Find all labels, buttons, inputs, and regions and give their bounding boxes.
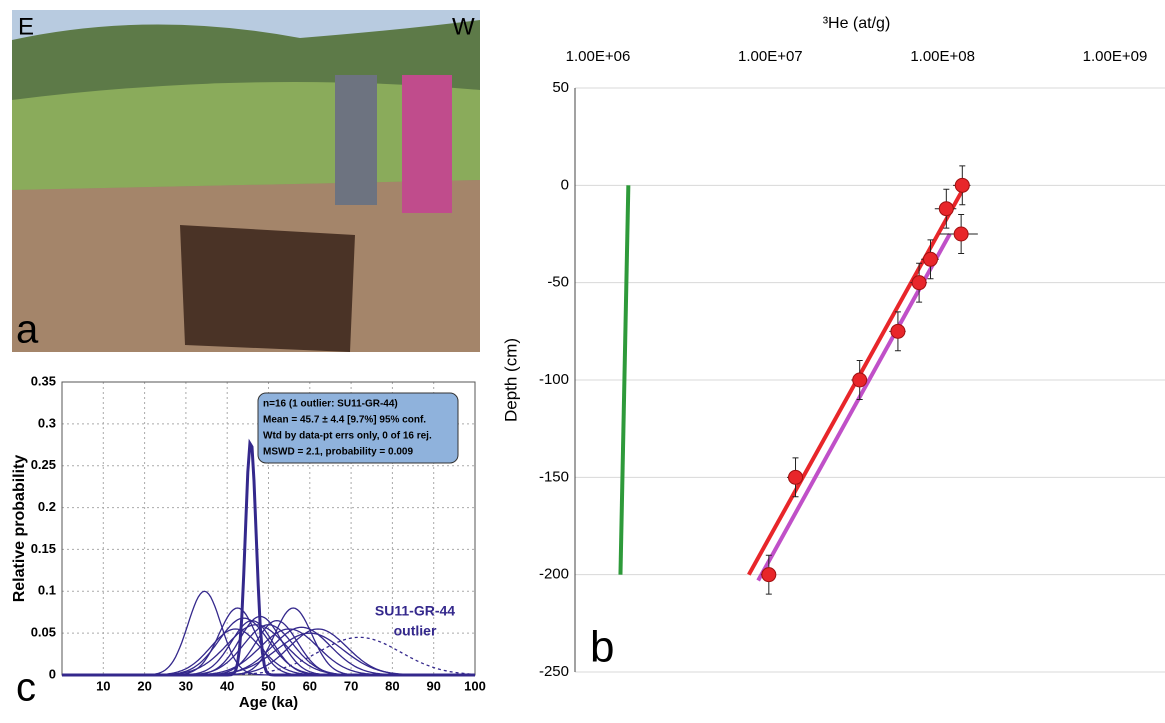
x-tick-label: 1.00E+06 bbox=[566, 48, 631, 65]
photo-person bbox=[335, 75, 377, 205]
outlier-label: SU11-GR-44 bbox=[375, 603, 455, 619]
x-tick-label: 10 bbox=[96, 678, 110, 693]
y-axis-label: Relative probability bbox=[11, 455, 28, 603]
y-axis-label: Depth (cm) bbox=[501, 338, 520, 422]
y-tick-label: -50 bbox=[547, 274, 569, 291]
x-tick-label: 30 bbox=[179, 678, 193, 693]
y-tick-label: 0 bbox=[561, 176, 569, 193]
photo-pit bbox=[180, 225, 355, 352]
y-tick-label: 0.15 bbox=[31, 541, 56, 556]
photo-person bbox=[402, 75, 452, 213]
x-tick-label: 1.00E+07 bbox=[738, 48, 803, 65]
y-tick-label: 0.3 bbox=[38, 415, 56, 430]
annotation-text: n=16 (1 outlier: SU11-GR-44) bbox=[263, 399, 398, 410]
x-axis-label: ³He (at/g) bbox=[823, 15, 891, 32]
x-tick-label: 50 bbox=[261, 678, 275, 693]
annotation-box bbox=[257, 392, 459, 464]
x-tick-label: 40 bbox=[220, 678, 234, 693]
panel-label: a bbox=[16, 308, 39, 352]
data-point bbox=[852, 372, 868, 388]
data-point bbox=[923, 251, 939, 267]
x-tick-label: 70 bbox=[344, 678, 358, 693]
x-axis-label: Age (ka) bbox=[239, 694, 298, 711]
data-point bbox=[890, 323, 906, 339]
y-tick-label: 0.2 bbox=[38, 499, 56, 514]
x-tick-label: 100 bbox=[464, 678, 486, 693]
x-tick-label: 80 bbox=[385, 678, 399, 693]
data-point bbox=[938, 201, 954, 217]
fit-line bbox=[618, 185, 631, 575]
data-point bbox=[954, 177, 970, 193]
data-point bbox=[788, 469, 804, 485]
data-point bbox=[953, 226, 969, 242]
data-point bbox=[911, 275, 927, 291]
density-curve bbox=[62, 438, 475, 677]
fit-line bbox=[756, 233, 952, 582]
y-tick-label: -150 bbox=[539, 468, 569, 485]
y-tick-label: -250 bbox=[539, 663, 569, 680]
outlier-label: outlier bbox=[394, 623, 437, 639]
y-tick-label: 0.1 bbox=[38, 583, 56, 598]
data-point bbox=[761, 567, 777, 583]
y-tick-label: 50 bbox=[552, 79, 569, 96]
photo: E W a bbox=[12, 10, 480, 352]
y-tick-label: -200 bbox=[539, 566, 569, 583]
panel-label: b bbox=[590, 623, 614, 672]
photo-label: W bbox=[452, 13, 475, 40]
x-tick-label: 90 bbox=[426, 678, 440, 693]
x-tick-label: 20 bbox=[137, 678, 151, 693]
x-tick-label: 1.00E+08 bbox=[910, 48, 975, 65]
photo-label: E bbox=[18, 13, 34, 40]
annotation-text: Mean = 45.7 ± 4.4 [9.7%] 95% conf. bbox=[263, 415, 426, 426]
annotation-text: Wtd by data-pt errs only, 0 of 16 rej. bbox=[263, 431, 432, 442]
panel-label: c bbox=[16, 666, 36, 710]
x-tick-label: 1.00E+09 bbox=[1083, 48, 1148, 65]
y-tick-label: 0.25 bbox=[31, 457, 56, 472]
annotation-text: MSWD = 2.1, probability = 0.009 bbox=[263, 447, 413, 458]
y-tick-label: 0.35 bbox=[31, 373, 56, 388]
x-tick-label: 60 bbox=[303, 678, 317, 693]
y-tick-label: 0 bbox=[49, 666, 56, 681]
y-tick-label: 0.05 bbox=[31, 625, 56, 640]
y-tick-label: -100 bbox=[539, 371, 569, 388]
